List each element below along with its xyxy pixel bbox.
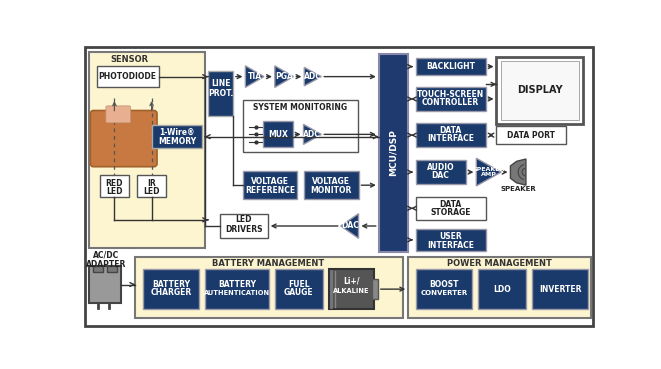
Bar bbox=[108, 266, 117, 272]
Bar bbox=[208, 71, 233, 116]
Bar bbox=[416, 160, 466, 184]
Text: ADC: ADC bbox=[304, 72, 322, 81]
Text: CHARGER: CHARGER bbox=[150, 289, 192, 297]
Bar bbox=[205, 269, 268, 309]
Text: ALKALINE: ALKALINE bbox=[333, 288, 369, 294]
Bar bbox=[153, 125, 202, 148]
Text: VOLTAGE: VOLTAGE bbox=[313, 177, 350, 186]
Bar bbox=[275, 269, 323, 309]
Text: DATA: DATA bbox=[440, 126, 462, 135]
Text: DATA: DATA bbox=[440, 200, 462, 209]
Text: REFERENCE: REFERENCE bbox=[245, 186, 295, 195]
Text: DAC: DAC bbox=[432, 172, 449, 180]
Text: SYSTEM MONITORING: SYSTEM MONITORING bbox=[253, 103, 348, 112]
Text: GAUGE: GAUGE bbox=[284, 289, 314, 297]
Text: TIA: TIA bbox=[248, 72, 262, 81]
Bar bbox=[416, 229, 486, 251]
Polygon shape bbox=[275, 66, 293, 87]
Bar bbox=[329, 269, 374, 309]
Text: SPEAKER: SPEAKER bbox=[500, 186, 536, 192]
Polygon shape bbox=[340, 214, 358, 238]
Polygon shape bbox=[304, 68, 321, 86]
Bar bbox=[243, 171, 297, 199]
Text: ADC: ADC bbox=[303, 130, 321, 139]
Bar bbox=[143, 269, 199, 309]
Text: Li+/: Li+/ bbox=[343, 277, 360, 286]
Bar bbox=[532, 269, 588, 309]
Text: AUDIO: AUDIO bbox=[427, 163, 455, 172]
Bar bbox=[496, 126, 566, 144]
Text: BATTERY: BATTERY bbox=[218, 280, 256, 289]
Bar bbox=[304, 171, 358, 199]
Bar bbox=[379, 54, 408, 252]
Text: BOOST: BOOST bbox=[429, 280, 459, 289]
Text: MCU/DSP: MCU/DSP bbox=[389, 130, 398, 176]
Text: AUTHENTICATION: AUTHENTICATION bbox=[204, 290, 270, 296]
Bar bbox=[89, 52, 205, 248]
Bar bbox=[416, 269, 472, 309]
Text: PGA: PGA bbox=[275, 72, 293, 81]
Bar bbox=[243, 100, 358, 152]
Bar bbox=[416, 123, 486, 148]
Text: CONTROLLER: CONTROLLER bbox=[422, 98, 479, 107]
Text: LED: LED bbox=[106, 187, 123, 196]
Text: LED
DRIVERS: LED DRIVERS bbox=[225, 215, 262, 234]
Polygon shape bbox=[245, 66, 264, 87]
Text: BATTERY: BATTERY bbox=[152, 280, 190, 289]
FancyBboxPatch shape bbox=[91, 110, 157, 167]
Polygon shape bbox=[477, 158, 501, 186]
Bar bbox=[89, 266, 122, 303]
Bar bbox=[478, 269, 526, 309]
Text: MEMORY: MEMORY bbox=[158, 137, 196, 146]
Text: SENSOR: SENSOR bbox=[110, 55, 149, 64]
Bar bbox=[100, 175, 129, 197]
Text: VOLTAGE: VOLTAGE bbox=[251, 177, 289, 186]
Bar bbox=[408, 257, 591, 318]
Text: STORAGE: STORAGE bbox=[430, 208, 471, 217]
Bar bbox=[501, 61, 578, 120]
Text: USER: USER bbox=[440, 232, 462, 241]
Text: 1-Wire®: 1-Wire® bbox=[159, 128, 195, 137]
Bar bbox=[416, 58, 486, 75]
Text: RED: RED bbox=[106, 179, 123, 188]
Text: PHOTODIODE: PHOTODIODE bbox=[98, 72, 157, 81]
Text: MUX: MUX bbox=[268, 130, 288, 139]
Bar bbox=[137, 175, 167, 197]
Text: DAC: DAC bbox=[341, 221, 359, 231]
FancyBboxPatch shape bbox=[106, 106, 131, 123]
Polygon shape bbox=[510, 159, 526, 185]
Text: LDO: LDO bbox=[493, 284, 511, 294]
Text: BACKLIGHT: BACKLIGHT bbox=[426, 62, 475, 71]
Bar bbox=[97, 66, 159, 87]
Text: IR: IR bbox=[147, 179, 156, 188]
Text: CONVERTER: CONVERTER bbox=[420, 290, 467, 296]
Bar bbox=[496, 56, 583, 124]
Text: LED: LED bbox=[143, 187, 160, 196]
Text: INVERTER: INVERTER bbox=[539, 284, 581, 294]
Bar bbox=[263, 121, 293, 148]
Text: INTERFACE: INTERFACE bbox=[427, 241, 474, 250]
Text: FUEL: FUEL bbox=[288, 280, 309, 289]
Text: POWER MANAGEMENT: POWER MANAGEMENT bbox=[447, 259, 552, 268]
Text: BATTERY MANAGEMENT: BATTERY MANAGEMENT bbox=[212, 259, 325, 268]
Text: LINE
PROT.: LINE PROT. bbox=[208, 79, 233, 98]
Text: MONITOR: MONITOR bbox=[311, 186, 352, 195]
Bar bbox=[416, 87, 486, 111]
Text: SPEAKER
AMP: SPEAKER AMP bbox=[473, 167, 505, 177]
Bar bbox=[136, 257, 403, 318]
Bar bbox=[93, 266, 102, 272]
Text: TOUCH-SCREEN: TOUCH-SCREEN bbox=[417, 90, 485, 99]
Text: DATA PORT: DATA PORT bbox=[508, 131, 555, 139]
Bar bbox=[371, 279, 378, 299]
Text: INTERFACE: INTERFACE bbox=[427, 134, 474, 144]
Polygon shape bbox=[303, 124, 321, 144]
Bar bbox=[416, 197, 486, 220]
Bar bbox=[220, 214, 268, 238]
Text: DISPLAY: DISPLAY bbox=[517, 86, 563, 96]
Text: AC/DC
ADAPTER: AC/DC ADAPTER bbox=[86, 250, 126, 269]
